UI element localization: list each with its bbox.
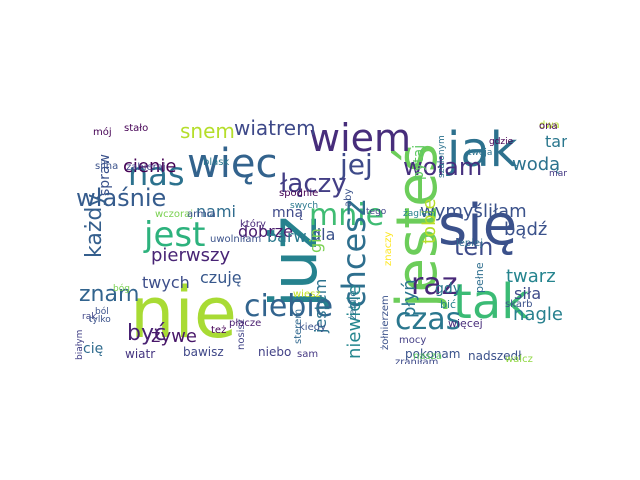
cloud-word: szalonym bbox=[437, 135, 447, 178]
cloud-word: lepiej bbox=[456, 238, 483, 249]
word-cloud: nie już się jesteś jak tak więc wiem jest nas mnie… bbox=[75, 118, 567, 364]
cloud-word: więc bbox=[187, 141, 278, 187]
cloud-word: który bbox=[240, 219, 266, 230]
cloud-word: każdy bbox=[82, 193, 107, 258]
cloud-word: skarb bbox=[505, 299, 533, 310]
cloud-word: tobie bbox=[419, 198, 440, 244]
cloud-word: nadszedł bbox=[468, 349, 522, 363]
cloud-word: gin bbox=[306, 228, 325, 253]
cloud-word: żaglem bbox=[403, 209, 436, 219]
cloud-word: wczoraj bbox=[155, 209, 194, 220]
cloud-word: ból bbox=[95, 307, 109, 317]
cloud-word: mocy bbox=[399, 335, 427, 346]
cloud-word: pełne bbox=[473, 262, 486, 293]
cloud-word: wymyśliłam bbox=[420, 201, 527, 222]
cloud-word: wiesz bbox=[293, 289, 321, 300]
cloud-word: ten bbox=[454, 233, 494, 261]
cloud-word: mój bbox=[93, 127, 112, 138]
cloud-word: też bbox=[211, 325, 227, 336]
cloud-word: więcej bbox=[448, 317, 483, 330]
cloud-word: tylko bbox=[89, 315, 111, 325]
cloud-word: dobrze bbox=[238, 222, 293, 241]
cloud-word: dla bbox=[311, 225, 336, 244]
cloud-word: zraniłam bbox=[395, 357, 439, 365]
cloud-word: nas bbox=[128, 155, 185, 193]
cloud-word: swych bbox=[290, 201, 319, 211]
cloud-word: twoja bbox=[468, 148, 493, 158]
cloud-word: sam bbox=[297, 349, 319, 360]
cloud-word: stało bbox=[124, 123, 149, 134]
cloud-word: uwolniłam bbox=[210, 234, 262, 245]
cloud-word: ona bbox=[539, 121, 558, 132]
cloud-word: wodą bbox=[512, 154, 561, 175]
cloud-word: siła bbox=[514, 284, 542, 303]
cloud-word: barw bbox=[267, 227, 307, 246]
cloud-word: znaczy bbox=[383, 231, 394, 266]
cloud-word: się bbox=[438, 193, 518, 258]
cloud-word: armia bbox=[187, 209, 216, 220]
cloud-word: płyń bbox=[399, 279, 420, 318]
cloud-word: żałuję bbox=[348, 290, 359, 321]
cloud-word: wiem bbox=[309, 118, 412, 160]
cloud-word: cię bbox=[83, 341, 104, 357]
cloud-word: silna bbox=[95, 161, 119, 172]
cloud-word: właśnie bbox=[76, 184, 167, 212]
cloud-word: wiatr bbox=[125, 347, 156, 361]
cloud-word: bądź bbox=[504, 219, 548, 240]
cloud-word: znam bbox=[79, 282, 140, 307]
cloud-word: bić bbox=[440, 298, 457, 311]
cloud-word: cienie bbox=[123, 156, 177, 177]
cloud-word: bawisz bbox=[183, 345, 224, 359]
cloud-word: mnie bbox=[309, 198, 385, 233]
cloud-word: kiedy bbox=[299, 322, 326, 333]
cloud-word: aby bbox=[343, 188, 354, 207]
cloud-word: być bbox=[127, 321, 167, 346]
cloud-word: blask bbox=[203, 157, 230, 168]
cloud-word: jej bbox=[340, 148, 373, 181]
cloud-word: tak bbox=[453, 274, 530, 330]
cloud-word: wołam bbox=[403, 153, 483, 181]
cloud-word: raz bbox=[411, 267, 458, 302]
cloud-word: bóg bbox=[113, 284, 130, 294]
cloud-word: nagle bbox=[513, 304, 563, 325]
cloud-word: gdy bbox=[435, 281, 462, 297]
cloud-word: łączy bbox=[280, 169, 347, 199]
cloud-word: białym bbox=[75, 329, 85, 360]
cloud-word: czuję bbox=[200, 268, 242, 287]
cloud-word: płacze bbox=[229, 318, 262, 329]
cloud-word: zabieraj bbox=[126, 162, 166, 173]
cloud-word: wiatrem bbox=[234, 118, 316, 140]
cloud-word: rąk bbox=[82, 312, 97, 322]
cloud-word: jak bbox=[447, 122, 518, 178]
cloud-word: nie bbox=[130, 272, 237, 354]
cloud-word: nasza bbox=[413, 351, 443, 362]
cloud-word: mną bbox=[272, 205, 304, 221]
cloud-word: mam bbox=[549, 169, 567, 179]
cloud-word: twych bbox=[142, 273, 190, 292]
cloud-word: ciebie bbox=[244, 289, 334, 324]
cloud-word: twarz bbox=[506, 266, 556, 287]
cloud-word: żywe bbox=[151, 326, 197, 347]
cloud-word: niebo bbox=[258, 345, 292, 359]
cloud-word: nami bbox=[196, 202, 236, 221]
cloud-word: czas bbox=[395, 302, 462, 337]
cloud-word: spodnie bbox=[279, 188, 319, 199]
cloud-word: gdzie bbox=[489, 137, 514, 147]
cloud-word: tam bbox=[545, 132, 567, 151]
cloud-word: jest bbox=[144, 215, 206, 255]
cloud-word: tego bbox=[366, 207, 387, 217]
cloud-word: pytaj bbox=[411, 144, 427, 180]
cloud-word: snem bbox=[180, 119, 235, 143]
cloud-word: sterem bbox=[293, 308, 304, 344]
cloud-word: walcz bbox=[505, 354, 533, 365]
cloud-word: żołnierzem bbox=[380, 295, 391, 350]
cloud-word: pokonam bbox=[405, 347, 461, 361]
cloud-word: pierwszy bbox=[151, 245, 231, 266]
cloud-word: dwa bbox=[539, 120, 560, 131]
